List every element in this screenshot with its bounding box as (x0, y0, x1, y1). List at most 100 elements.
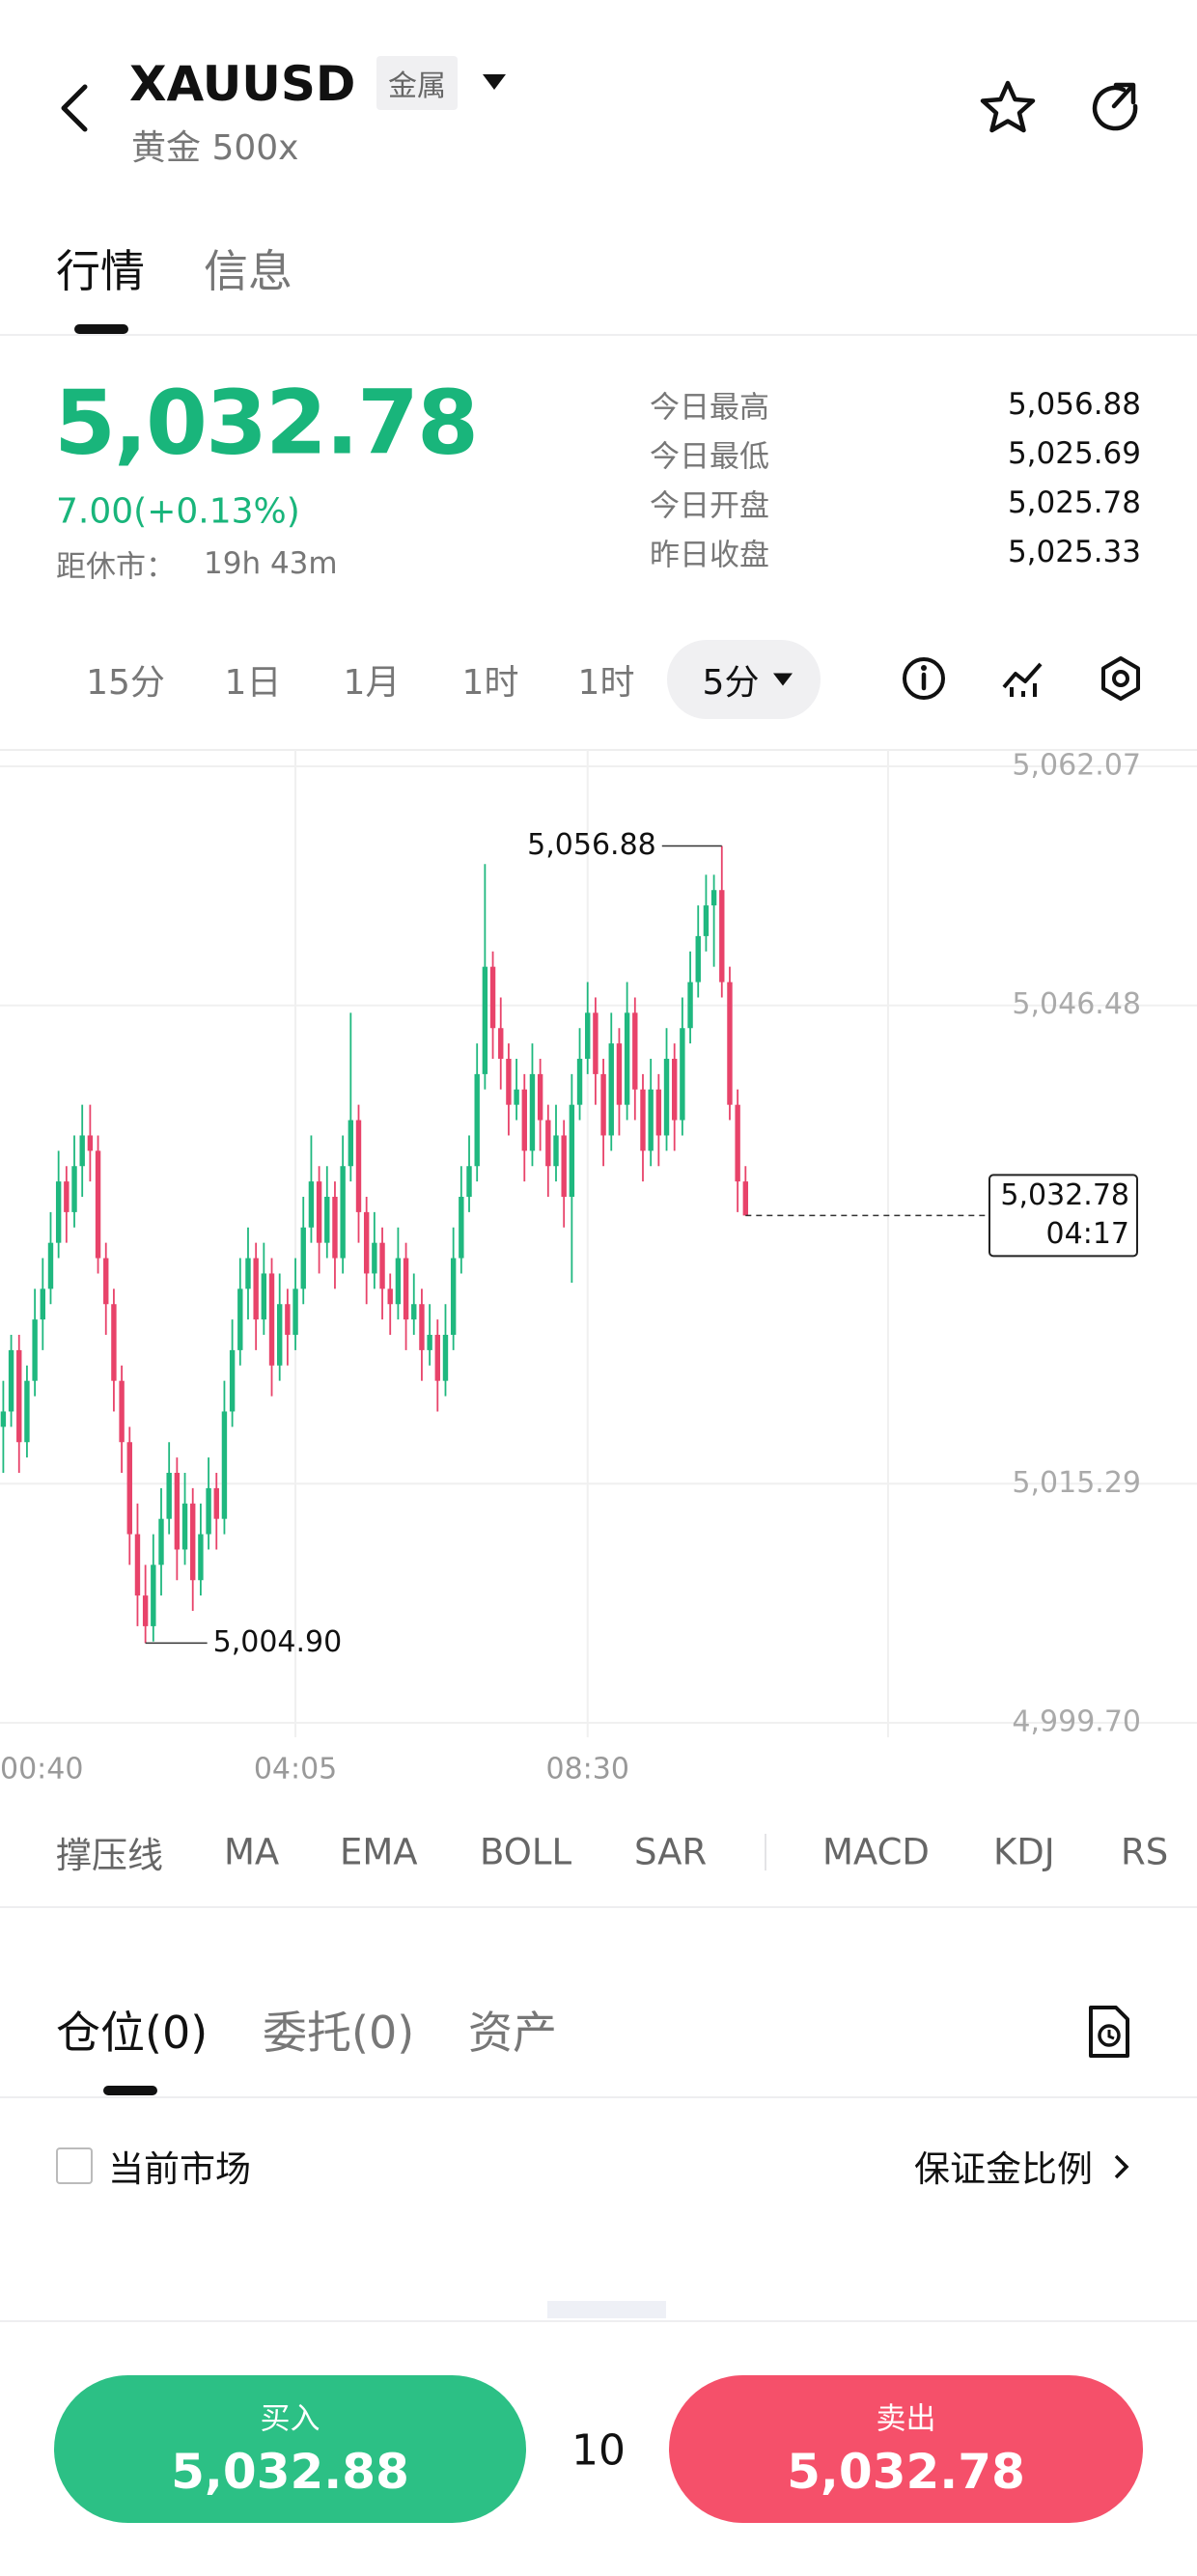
candle-body (514, 1089, 519, 1105)
stat-value: 5,025.69 (1007, 436, 1141, 471)
favorite-icon[interactable] (977, 77, 1039, 139)
buy-button[interactable] (54, 2375, 526, 2523)
indicator[interactable]: 撑压线 (56, 1835, 163, 1876)
candle-body (450, 1258, 457, 1336)
candle-body (253, 1258, 259, 1320)
current-price-box (988, 1174, 1138, 1258)
indicator[interactable]: SAR (634, 1831, 708, 1873)
history-icon[interactable] (1085, 2004, 1133, 2060)
symbol-tag: 金属 (376, 56, 458, 110)
x-tick-label: 00:40 (0, 1753, 83, 1787)
checkbox[interactable] (56, 2147, 93, 2184)
indicator[interactable]: MA (224, 1831, 280, 1873)
candle-body (545, 1120, 551, 1167)
candle-body (687, 982, 693, 1029)
candle-body (95, 1150, 101, 1259)
annotation-label: 5,004.90 (213, 1625, 343, 1659)
candle-body (489, 966, 496, 1029)
stat-value: 5,056.88 (1007, 387, 1141, 422)
settings-icon[interactable] (1097, 654, 1145, 703)
info-icon[interactable] (900, 654, 948, 703)
candle-body (245, 1258, 251, 1289)
candle-body (292, 1288, 298, 1336)
x-tick-label: 08:30 (545, 1753, 628, 1787)
candle-body (332, 1197, 338, 1259)
quantity[interactable]: 10 (571, 2425, 626, 2476)
sell-label: 卖出 (876, 2401, 936, 2437)
timeframe[interactable]: 1月 (343, 663, 401, 703)
position-tab[interactable]: 仓位(0) (56, 2007, 209, 2059)
timeframe[interactable]: 5分 (702, 663, 760, 703)
tab[interactable]: 行情 (56, 245, 145, 297)
timeframe[interactable]: 1日 (224, 663, 282, 703)
candle-body (206, 1487, 211, 1535)
candle-body (498, 1028, 504, 1060)
position-tab[interactable]: 资产 (468, 2007, 557, 2059)
candle-body (64, 1181, 70, 1212)
position-tab[interactable]: 委托(0) (263, 2007, 415, 2059)
candle-body (174, 1473, 181, 1550)
candle-body (600, 1073, 606, 1136)
symbol-dropdown[interactable] (481, 71, 508, 93)
filter-label: 当前市场 (108, 2148, 251, 2190)
indicator[interactable]: MACD (822, 1831, 930, 1873)
position-tab-indicator (103, 2086, 157, 2095)
candle-body (742, 1181, 749, 1216)
stat-value: 5,025.78 (1007, 485, 1141, 520)
tab[interactable]: 信息 (204, 245, 292, 297)
candle-body (585, 1012, 591, 1060)
candle-body (608, 1043, 614, 1136)
candle-body (727, 982, 733, 1105)
back-button[interactable] (54, 81, 97, 135)
candle-body (506, 1059, 512, 1105)
candle-body (16, 1349, 22, 1443)
indicator[interactable]: KDJ (993, 1831, 1055, 1873)
candle-body (474, 1073, 480, 1167)
indicator-icon[interactable] (998, 654, 1046, 703)
y-tick-label: 5,062.07 (1012, 749, 1141, 783)
timeframe[interactable]: 15分 (86, 663, 165, 703)
close-label: 距休市： (56, 549, 176, 585)
buy-price: 5,032.88 (171, 2444, 409, 2500)
candle-body (655, 1089, 662, 1136)
candle-body (703, 905, 710, 936)
candle-body (55, 1181, 62, 1243)
fade (1110, 1824, 1197, 1882)
candle-body (47, 1242, 54, 1289)
candle-body (624, 1012, 630, 1105)
timeframe[interactable]: 1时 (461, 663, 519, 703)
candle-body (134, 1534, 141, 1596)
candle-body (419, 1304, 425, 1350)
sell-button[interactable] (669, 2375, 1143, 2523)
divider (0, 2320, 1197, 2322)
candle-body (663, 1059, 670, 1136)
sell-price: 5,032.78 (787, 2444, 1025, 2500)
candle-body (32, 1319, 38, 1381)
candle-body (553, 1135, 559, 1167)
indicator[interactable]: RS (1121, 1831, 1169, 1873)
refresh-icon[interactable] (1085, 77, 1147, 139)
candle-body (151, 1565, 156, 1626)
candle-body (482, 966, 488, 1074)
candle-body (379, 1242, 385, 1289)
margin-ratio[interactable]: 保证金比例 (914, 2148, 1093, 2190)
candle-body (427, 1335, 432, 1350)
candle-body (719, 890, 725, 983)
timeframe[interactable]: 1时 (577, 663, 635, 703)
candle-body (181, 1503, 188, 1550)
indicator[interactable]: BOLL (480, 1831, 572, 1873)
chevron[interactable] (1110, 2152, 1133, 2181)
y-tick-label: 5,015.29 (1012, 1466, 1141, 1500)
candle-body (672, 1059, 678, 1121)
buy-label: 买入 (260, 2401, 320, 2437)
candle-body (411, 1304, 417, 1320)
y-tick-label: 4,999.70 (1012, 1705, 1141, 1739)
candle-body (40, 1288, 45, 1320)
candle-body (221, 1411, 228, 1519)
candle-body (363, 1211, 370, 1274)
stat-label: 今日最高 (650, 390, 769, 426)
close-time: 19h 43m (204, 546, 338, 581)
candle-body (348, 1120, 354, 1167)
candle-body (0, 1411, 7, 1427)
indicator[interactable]: EMA (340, 1831, 418, 1873)
